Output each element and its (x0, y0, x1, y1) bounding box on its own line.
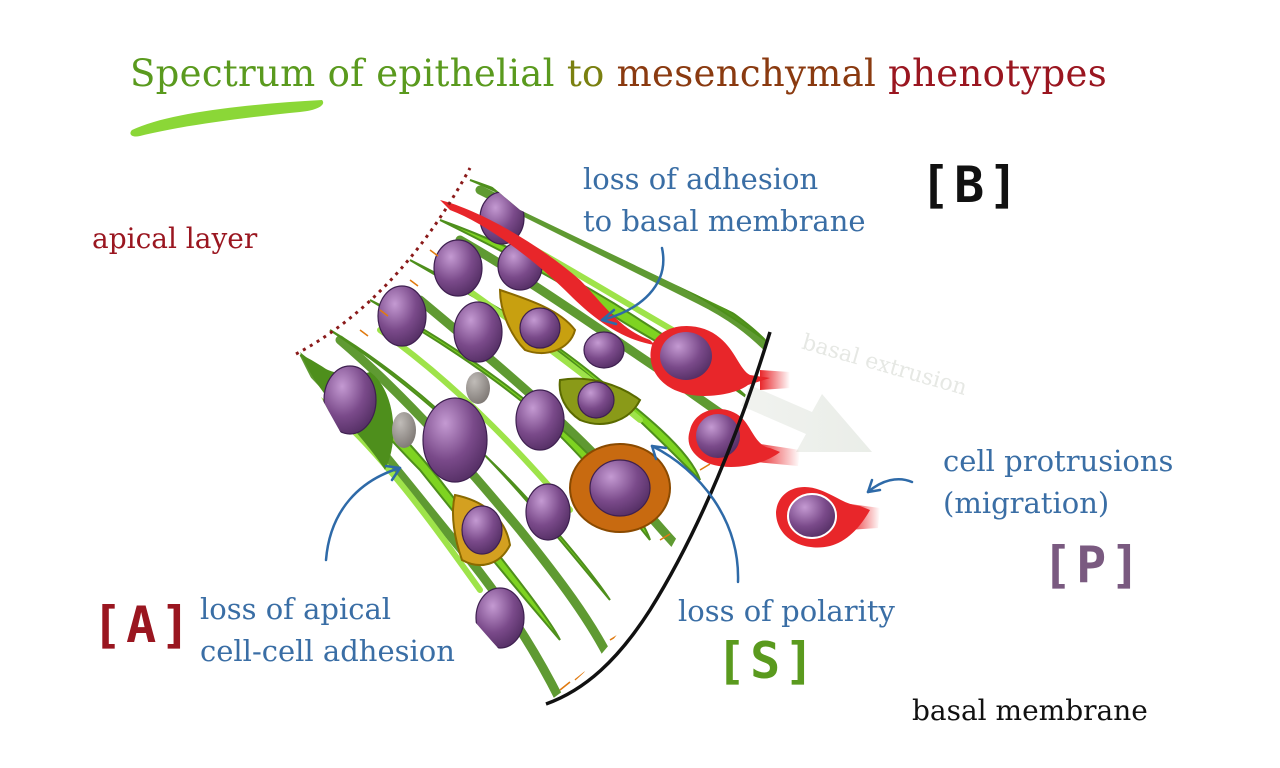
tag-p: [P] (1042, 536, 1145, 594)
mesenchymal-cells (440, 200, 880, 548)
title-mesenchymal: mesenchymal (616, 52, 877, 95)
label-loss-polarity: loss of polarity (678, 594, 895, 628)
arrow-polarity (650, 444, 740, 584)
label-loss-apical-line1: loss of apical (200, 592, 392, 626)
title-phenotypes: phenotypes (888, 52, 1108, 95)
tag-a: [A] (92, 596, 195, 654)
label-cell-protrusions-line2: (migration) (943, 486, 1110, 520)
label-cell-protrusions: cell protrusions (migration) (943, 440, 1173, 524)
label-basal-membrane: basal membrane (912, 694, 1148, 727)
arrow-adhesion-basal (600, 246, 665, 322)
label-loss-apical-line2: cell-cell adhesion (200, 634, 455, 668)
label-cell-protrusions-line1: cell protrusions (943, 444, 1174, 478)
cell-nuclei (323, 191, 651, 649)
label-apical-layer: apical layer (92, 222, 258, 255)
label-loss-adhesion-basal-line1: loss of adhesion (583, 162, 819, 196)
brush-stroke (130, 100, 324, 137)
tag-s: [S] (716, 632, 819, 690)
diagram-title: Spectrum of epithelial to mesenchymal ph… (130, 52, 1107, 95)
label-loss-adhesion-basal-line2: to basal membrane (583, 204, 866, 238)
label-loss-apical-adhesion: loss of apical cell-cell adhesion (200, 588, 455, 672)
tag-b: [B] (920, 156, 1023, 214)
arrow-apical-adhesion (324, 466, 402, 562)
title-to: to (566, 52, 605, 95)
arrow-protrusions (866, 478, 914, 494)
basal-membrane-line (545, 331, 772, 706)
label-loss-adhesion-basal: loss of adhesion to basal membrane (583, 158, 866, 242)
basal-extrusion-arrow (714, 372, 872, 452)
title-epithelial: Spectrum of epithelial (130, 52, 555, 95)
